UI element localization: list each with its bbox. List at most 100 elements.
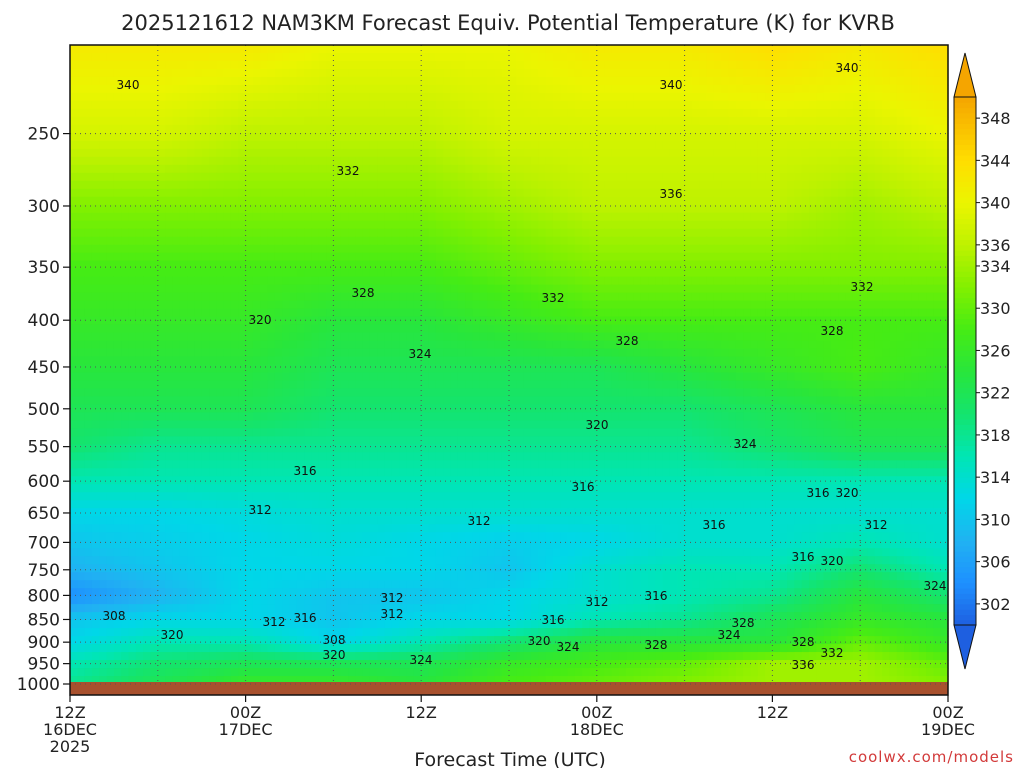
field-cell <box>538 124 547 134</box>
field-cell <box>465 228 474 238</box>
field-cell <box>472 172 481 182</box>
field-cell <box>801 204 810 214</box>
field-cell <box>655 92 664 102</box>
field-cell <box>216 292 225 302</box>
field-cell <box>289 204 298 214</box>
field-cell <box>99 132 108 142</box>
field-cell <box>443 252 452 262</box>
field-cell <box>626 220 634 230</box>
field-cell <box>435 252 444 262</box>
field-cell <box>267 180 276 190</box>
field-cell <box>172 148 181 158</box>
field-cell <box>801 332 810 342</box>
field-cell <box>845 156 854 166</box>
field-cell <box>150 244 159 254</box>
field-cell <box>355 100 364 110</box>
field-cell <box>699 132 708 142</box>
field-cell <box>779 68 788 78</box>
field-cell <box>735 124 744 134</box>
field-cell <box>260 348 269 358</box>
field-cell <box>304 324 313 334</box>
field-cell <box>194 196 203 206</box>
field-cell <box>252 132 261 142</box>
field-cell <box>669 196 678 206</box>
field-cell <box>252 364 261 374</box>
field-cell <box>633 172 642 182</box>
field-cell <box>428 60 437 70</box>
field-cell <box>896 108 905 118</box>
field-cell <box>377 108 386 118</box>
field-cell <box>260 276 269 286</box>
field-cell <box>128 324 137 334</box>
field-cell <box>128 188 137 198</box>
field-cell <box>274 284 283 294</box>
field-cell <box>808 188 817 198</box>
field-cell <box>765 188 773 198</box>
field-cell <box>882 340 891 350</box>
field-cell <box>282 276 291 286</box>
field-cell <box>289 332 298 342</box>
field-cell <box>794 316 803 326</box>
field-cell <box>369 140 378 150</box>
field-cell <box>157 180 166 190</box>
field-cell <box>260 68 269 78</box>
field-cell <box>326 372 334 382</box>
field-cell <box>333 236 342 246</box>
field-cell <box>509 84 517 94</box>
field-cell <box>611 196 620 206</box>
field-cell <box>479 252 488 262</box>
field-cell <box>589 244 598 254</box>
field-cell <box>728 188 737 198</box>
field-cell <box>611 108 620 118</box>
field-cell <box>735 52 744 62</box>
field-cell <box>201 252 210 262</box>
field-cell <box>472 188 481 198</box>
field-cell <box>274 84 283 94</box>
field-cell <box>187 300 195 310</box>
field-cell <box>113 188 122 198</box>
field-cell <box>509 76 517 86</box>
field-cell <box>626 140 634 150</box>
field-cell <box>889 308 898 318</box>
field-cell <box>611 260 620 270</box>
field-cell <box>209 45 217 54</box>
field-cell <box>465 84 474 94</box>
field-cell <box>523 180 532 190</box>
field-cell <box>260 372 269 382</box>
field-cell <box>823 244 832 254</box>
field-cell <box>552 316 561 326</box>
field-cell <box>450 364 459 374</box>
field-cell <box>772 228 781 238</box>
field-cell <box>904 196 913 206</box>
field-cell <box>662 84 671 94</box>
field-cell <box>443 100 452 110</box>
field-cell <box>311 316 320 326</box>
field-cell <box>179 340 188 350</box>
field-cell <box>801 196 810 206</box>
field-cell <box>779 124 788 134</box>
field-cell <box>816 268 825 278</box>
field-cell <box>765 316 773 326</box>
field-cell <box>940 316 949 326</box>
field-cell <box>596 100 605 110</box>
field-cell <box>574 308 583 318</box>
field-cell <box>611 212 620 222</box>
field-cell <box>618 220 627 230</box>
field-cell <box>413 108 422 118</box>
field-cell <box>808 284 817 294</box>
field-cell <box>77 132 86 142</box>
field-cell <box>655 212 664 222</box>
field-cell <box>662 188 671 198</box>
field-cell <box>699 220 708 230</box>
field-cell <box>216 100 225 110</box>
field-cell <box>465 60 474 70</box>
field-cell <box>494 260 503 270</box>
field-cell <box>165 300 174 310</box>
field-cell <box>516 372 525 382</box>
field-cell <box>765 364 773 374</box>
field-cell <box>362 132 371 142</box>
field-cell <box>194 60 203 70</box>
field-cell <box>845 204 854 214</box>
field-cell <box>479 124 488 134</box>
field-cell <box>465 316 474 326</box>
